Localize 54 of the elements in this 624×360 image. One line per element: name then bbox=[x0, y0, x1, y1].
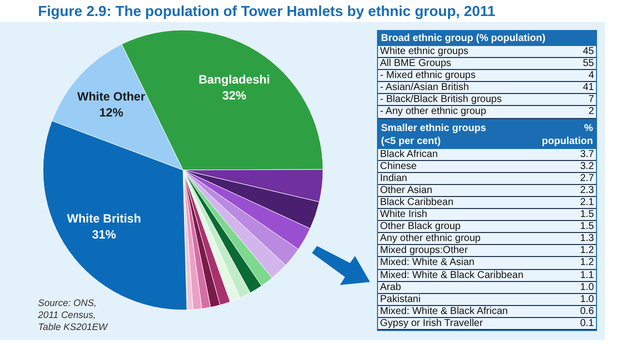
category-label: Black African bbox=[380, 148, 438, 160]
category-label: Gypsy or Irish Traveller bbox=[380, 318, 483, 329]
data-label: 12% bbox=[99, 106, 124, 120]
data-label: 1.5 bbox=[580, 209, 594, 220]
chart-title: Figure 2.9: The population of Tower Hamlets by ethnic group, 2011 bbox=[38, 4, 496, 20]
category-label: White ethnic groups bbox=[380, 46, 468, 58]
data-label: 1.1 bbox=[580, 270, 594, 281]
data-label: 7 bbox=[588, 94, 594, 106]
category-label: Any other ethnic group bbox=[380, 233, 481, 244]
category-label: - Asian/Asian British bbox=[380, 82, 469, 94]
data-label: 4 bbox=[588, 70, 594, 82]
category-label: - Black/Black British groups bbox=[380, 94, 502, 106]
category-label: Pakistani bbox=[380, 294, 421, 305]
data-label: 32% bbox=[222, 88, 247, 103]
category-label: Indian bbox=[380, 172, 408, 184]
category-label: Mixed: White & Black Caribbean bbox=[380, 270, 524, 281]
category-label: Chinese bbox=[380, 160, 417, 172]
category-label: Other Asian bbox=[380, 184, 432, 196]
data-label: 3.2 bbox=[580, 160, 594, 172]
source-note: Source: ONS, 2011 Census, Table KS201EW bbox=[38, 298, 108, 334]
category-label: Mixed: White & Asian bbox=[380, 257, 474, 269]
data-label: 0.1 bbox=[580, 318, 594, 329]
data-label: 2.1 bbox=[580, 196, 594, 208]
category-label: - Any other ethnic group bbox=[380, 106, 486, 118]
category-label: All BME Groups bbox=[380, 58, 452, 70]
category-label: Mixed groups:Other bbox=[380, 245, 468, 256]
data-label: 1.5 bbox=[580, 221, 594, 232]
data-label: 1.2 bbox=[580, 257, 594, 269]
data-label: 2 bbox=[588, 106, 594, 118]
data-label: 1.0 bbox=[580, 294, 594, 305]
slice-label: White Other bbox=[77, 90, 146, 104]
category-label: Black Caribbean bbox=[380, 196, 454, 208]
category-label: Mixed: White & Black African bbox=[380, 306, 508, 317]
data-label: 45 bbox=[582, 46, 594, 58]
category-label: Arab bbox=[380, 282, 402, 293]
data-label: 2.7 bbox=[580, 172, 594, 184]
data-label: 41 bbox=[582, 82, 594, 94]
data-label: 2.3 bbox=[580, 184, 594, 196]
data-label: 55 bbox=[582, 58, 594, 70]
data-label: 1.2 bbox=[580, 245, 594, 256]
data-label: 0.6 bbox=[580, 306, 594, 317]
category-label: - Mixed ethnic groups bbox=[380, 70, 476, 82]
data-label: 31% bbox=[92, 227, 116, 242]
text: Smaller ethnic groups bbox=[381, 122, 486, 135]
category-label: Other Black group bbox=[380, 221, 461, 232]
category-label: White Irish bbox=[380, 209, 428, 220]
data-label: 1.3 bbox=[580, 233, 594, 244]
slice-label: Bangladeshi bbox=[198, 72, 270, 87]
text: % population bbox=[540, 122, 593, 148]
data-label: 1.0 bbox=[580, 282, 594, 293]
text: (<5 per cent) bbox=[381, 134, 442, 148]
slice-label: White British bbox=[67, 211, 142, 226]
data-label: 3.7 bbox=[580, 148, 594, 160]
text: Broad ethnic group (% population) bbox=[381, 32, 546, 45]
